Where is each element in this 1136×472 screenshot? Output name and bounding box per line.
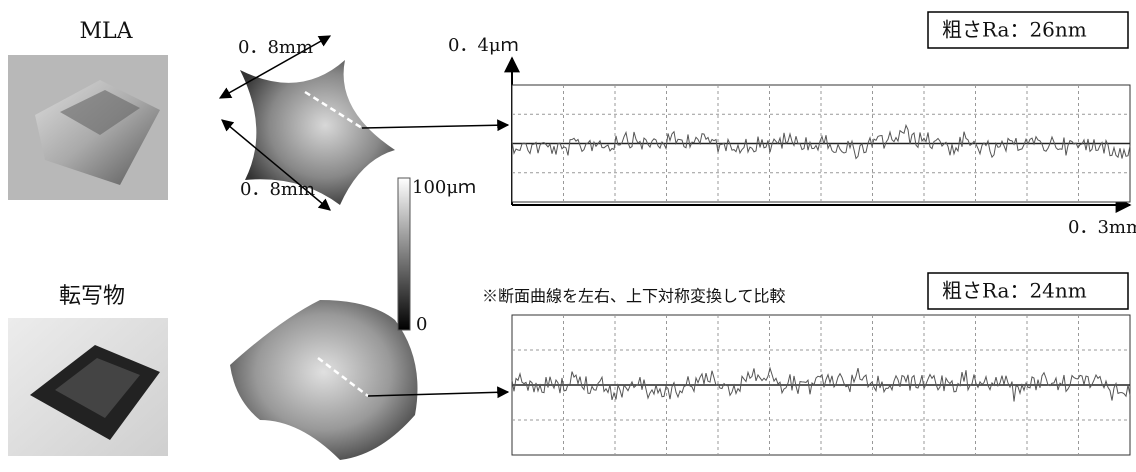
transfer-surface [230, 300, 418, 460]
colorbar-max: 100μｍ [412, 177, 476, 198]
note: ※断面曲線を左右、上下対称変換して比較 [482, 287, 786, 306]
row-label: 転写物 [59, 284, 125, 309]
colorbar [398, 178, 410, 330]
y-axis-label: 0．4μｍ [448, 35, 519, 56]
figure: MLA 転写物 0．8mm 0．8mm 100μｍ 0 0．4μｍ 0．3mm … [0, 0, 1136, 468]
colorbar-min: 0 [416, 314, 427, 335]
roughness: 粗さRa：26nm [942, 18, 1087, 42]
transfer-photo [8, 318, 168, 456]
dimension-label: 0．8mm [240, 179, 315, 200]
profile-plot [512, 315, 1130, 455]
row-label: MLA [79, 19, 133, 44]
roughness: 粗さRa：24nm [942, 279, 1087, 303]
pointer-arrow [362, 125, 508, 128]
dimension-label: 0．8mm [238, 37, 313, 58]
mla-photo [8, 55, 168, 200]
profile-plot [512, 85, 1130, 202]
x-axis-label: 0．3mm [1068, 217, 1136, 238]
